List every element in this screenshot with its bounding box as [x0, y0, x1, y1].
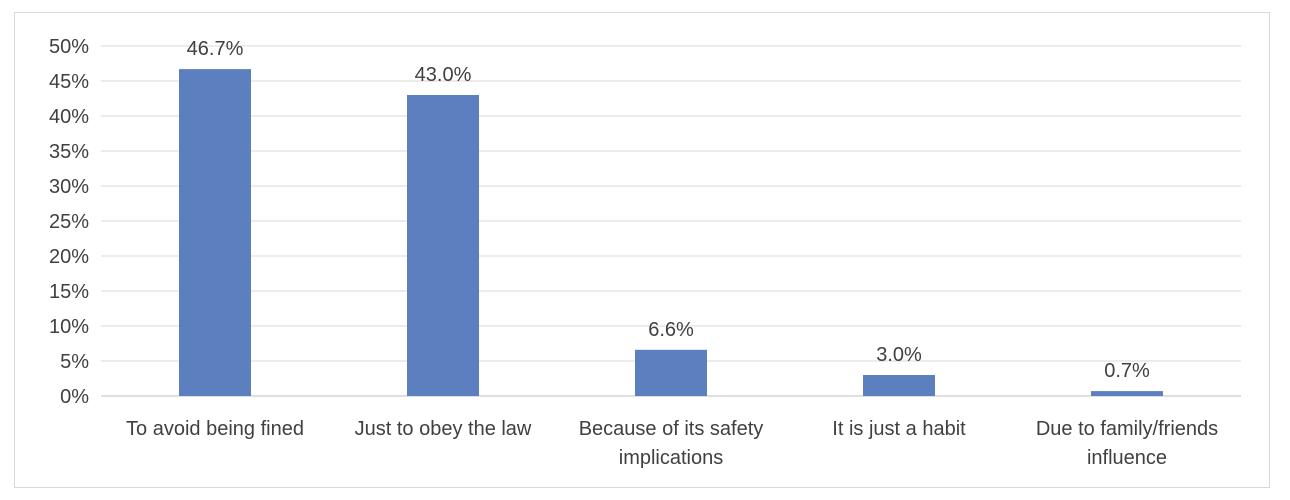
y-tick-label: 25%: [49, 211, 89, 233]
category-label: Due to family/friends influence: [1036, 418, 1218, 469]
y-tick-label: 0%: [60, 386, 89, 408]
bar: [1091, 391, 1163, 396]
y-tick-label: 50%: [49, 36, 89, 58]
data-label: 0.7%: [1104, 360, 1150, 382]
bar-chart: 0% 5% 10% 15% 20% 25% 30% 35% 40% 45% 50% 46.7% 43.…: [49, 36, 1241, 469]
data-label: 43.0%: [415, 64, 472, 86]
data-label: 3.0%: [876, 344, 922, 366]
bars: [179, 69, 1163, 396]
bar: [863, 375, 935, 396]
y-tick-label: 5%: [60, 351, 89, 373]
category-label: Just to obey the law: [355, 418, 532, 440]
y-tick-label: 10%: [49, 316, 89, 338]
data-label: 6.6%: [648, 319, 694, 341]
category-label: To avoid being fined: [126, 418, 304, 440]
bar: [407, 95, 479, 396]
data-label: 46.7%: [187, 38, 244, 60]
gridlines: [101, 45, 1241, 397]
category-label: Because of its safety implications: [579, 418, 764, 469]
x-axis-category-labels: To avoid being fined Just to obey the law…: [126, 418, 1218, 469]
bar: [635, 349, 707, 396]
data-labels: 46.7% 43.0% 6.6% 3.0% 0.7%: [187, 38, 1150, 382]
bar: [179, 69, 251, 396]
y-tick-label: 35%: [49, 141, 89, 163]
y-axis-tick-labels: 0% 5% 10% 15% 20% 25% 30% 35% 40% 45% 50%: [49, 36, 89, 408]
y-tick-label: 45%: [49, 71, 89, 93]
y-tick-label: 20%: [49, 246, 89, 268]
chart-frame: 0% 5% 10% 15% 20% 25% 30% 35% 40% 45% 50% 46.7% 43.…: [14, 12, 1270, 488]
y-tick-label: 30%: [49, 176, 89, 198]
y-tick-label: 40%: [49, 106, 89, 128]
category-label: It is just a habit: [832, 418, 966, 440]
y-tick-label: 15%: [49, 281, 89, 303]
